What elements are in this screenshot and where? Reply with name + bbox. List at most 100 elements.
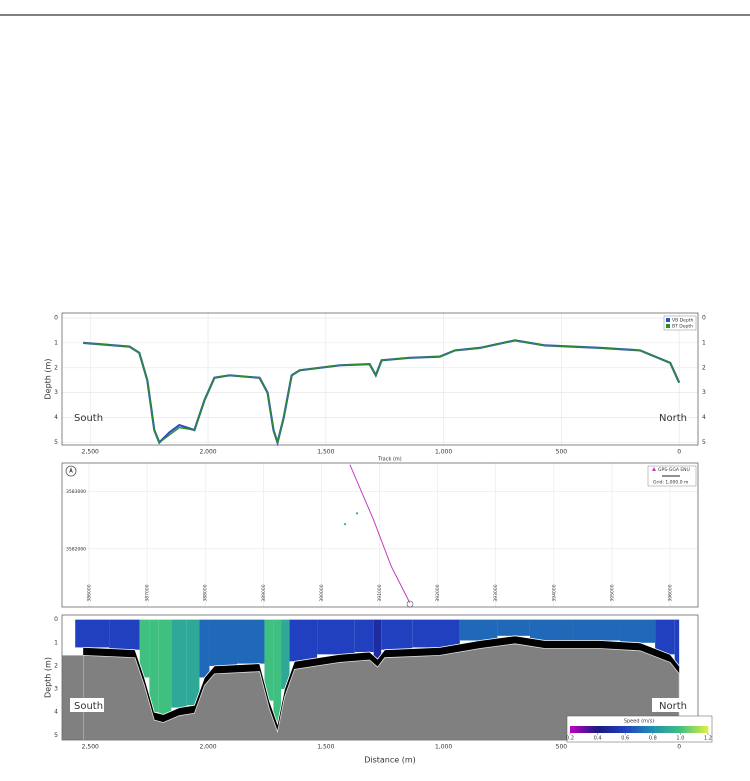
colorbar-step [622, 726, 626, 733]
speed-cell [655, 619, 675, 655]
colorbar-step [639, 726, 642, 733]
x-tick-label: 1,000 [435, 744, 452, 751]
colorbar-step [643, 726, 647, 733]
annotation-bg [652, 698, 688, 712]
legend-label: GPS-GGA ENU [658, 467, 690, 473]
colorbar-step [597, 726, 601, 733]
colorbar-step [680, 726, 683, 733]
plot-frame [61, 614, 699, 741]
colorbar-step [620, 726, 624, 733]
colorbar-step [662, 726, 665, 733]
annotation-bg [70, 698, 104, 712]
colorbar-step [673, 726, 677, 733]
x-tick-label: 386000 [87, 584, 93, 601]
x-axis-label: Distance (m) [364, 756, 416, 765]
colorbar-step [703, 726, 706, 733]
colorbar-step [691, 726, 695, 733]
colorbar-step [574, 726, 578, 733]
y-tick-label: 0 [54, 616, 58, 623]
speed-cell [497, 619, 530, 636]
legend-note: Grid: 1,000.0 m [653, 480, 688, 486]
speed-cell [620, 619, 656, 643]
map-point [343, 522, 347, 526]
colorbar-step [701, 726, 704, 733]
speed-cell [186, 619, 200, 706]
colorbar-step [616, 726, 619, 733]
y-tick-label: 1 [702, 339, 706, 346]
x-tick-label: 0 [677, 449, 681, 456]
x-tick-label: 2,500 [82, 744, 99, 751]
colorbar-step [590, 726, 594, 733]
legend-box [663, 315, 697, 331]
y-tick-label: 1 [54, 639, 58, 646]
speed-cell [529, 619, 573, 641]
speed-cell [412, 619, 460, 648]
speed-cell [572, 619, 621, 641]
y-tick-label: 4 [54, 414, 58, 421]
x-tick-label: 2,000 [199, 744, 216, 751]
y-tick-label: 3 [702, 389, 706, 396]
x-tick-label: 394000 [551, 584, 557, 601]
speed-cell [75, 619, 110, 648]
colorbar-step [650, 726, 654, 733]
track-line [349, 464, 411, 603]
colorbar-step [689, 726, 693, 733]
colorbar-step [648, 726, 651, 733]
colorbar-step [694, 726, 697, 733]
colorbar-step [705, 726, 709, 733]
y-tick-label: 3 [54, 389, 58, 396]
annotation: North [659, 413, 687, 424]
speed-cell [281, 619, 290, 690]
colorbar-step [570, 726, 573, 733]
speed-cell [139, 619, 150, 678]
colorbar-step [678, 726, 681, 733]
annotation: North [659, 701, 687, 712]
colorbar-step [576, 726, 580, 733]
speed-cell [209, 619, 238, 666]
colorbar-step [618, 726, 621, 733]
legend-label: VB Depth [672, 318, 693, 324]
colorbar-step [659, 726, 663, 733]
colorbar-step [687, 726, 690, 733]
x-tick-label: 1,500 [317, 449, 334, 456]
colorbar-step [586, 726, 589, 733]
annotation: South [74, 701, 103, 712]
speed-cell [289, 619, 318, 662]
colorbar-step [675, 726, 679, 733]
colorbar-step [595, 726, 598, 733]
y-tick-label: 5 [702, 439, 706, 446]
y-axis-label: Depth (m) [44, 359, 53, 400]
y-tick-label: 5 [54, 732, 58, 739]
plot-bg [62, 463, 698, 607]
plot-frame [61, 312, 699, 446]
legend-marker [652, 467, 656, 471]
colorbar-step [698, 726, 702, 733]
speed-cell [317, 619, 355, 655]
colorbar-step [632, 726, 635, 733]
x-tick-label: 392000 [435, 584, 441, 601]
speed-cell [171, 619, 187, 708]
speed-cell [373, 619, 382, 659]
y-tick-label: 4 [702, 414, 706, 421]
colorbar-step [696, 726, 700, 733]
x-tick-label: 396000 [667, 584, 673, 601]
x-tick-label: 1,000 [435, 449, 452, 456]
legend-label: BT Depth [672, 324, 693, 330]
plot-bg [62, 313, 698, 445]
colorbar-step [572, 726, 575, 733]
colorbar-step [604, 726, 608, 733]
x-tick-label: 0 [677, 744, 681, 751]
x-tick-label: 395000 [609, 584, 615, 601]
colorbar-step [657, 726, 660, 733]
colorbar-step [593, 726, 596, 733]
speed-cell [674, 619, 680, 666]
speed-cell [381, 619, 413, 650]
colorbar-step [581, 726, 585, 733]
speed-cell [199, 619, 210, 678]
speed-cell [459, 619, 498, 641]
speed-cell [149, 619, 159, 713]
annotation: South [74, 413, 103, 424]
colorbar-tick-label: 1.2 [704, 736, 712, 742]
colorbar-tick-label: 1.0 [676, 736, 684, 742]
depth-line [83, 339, 680, 446]
